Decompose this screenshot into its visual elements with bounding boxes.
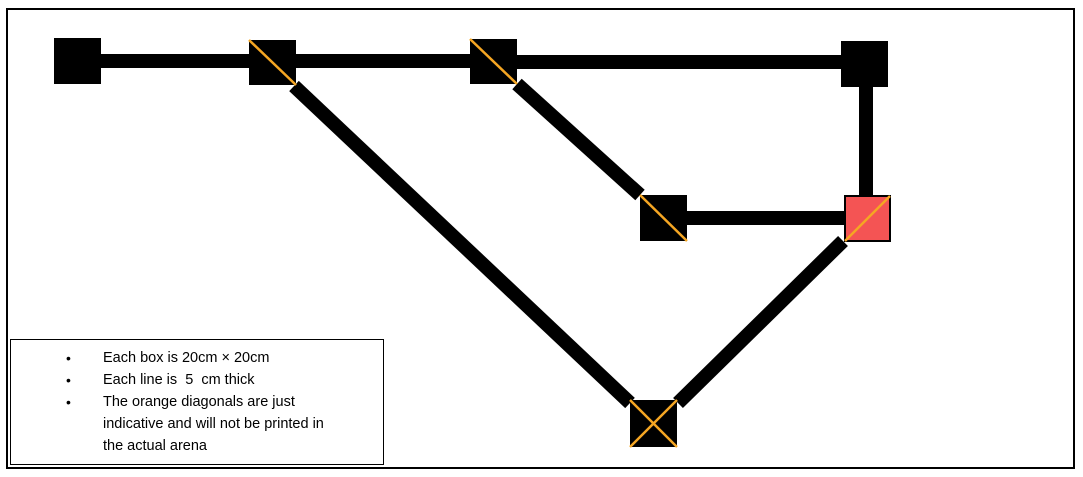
bullet: • [66, 369, 71, 391]
track-line-f-g [678, 241, 843, 403]
legend-item: • Each line is 5 cm thick [11, 369, 383, 391]
bullet: • [66, 347, 71, 369]
track-line-c-e [517, 84, 640, 195]
legend-item-text: Each box is 20cm × 20cm [103, 350, 269, 366]
box-d [841, 41, 888, 87]
legend-list: • Each box is 20cm × 20cm • Each line is… [11, 347, 383, 457]
legend-item: • The orange diagonals are just indicati… [11, 391, 383, 457]
legend-box: • Each box is 20cm × 20cm • Each line is… [10, 339, 384, 465]
bullet: • [66, 391, 71, 413]
legend-item: • Each box is 20cm × 20cm [11, 347, 383, 369]
legend-item-text: Each line is 5 cm thick [103, 372, 255, 388]
legend-item-text: The orange diagonals are just indicative… [103, 394, 324, 454]
box-a [54, 38, 101, 84]
